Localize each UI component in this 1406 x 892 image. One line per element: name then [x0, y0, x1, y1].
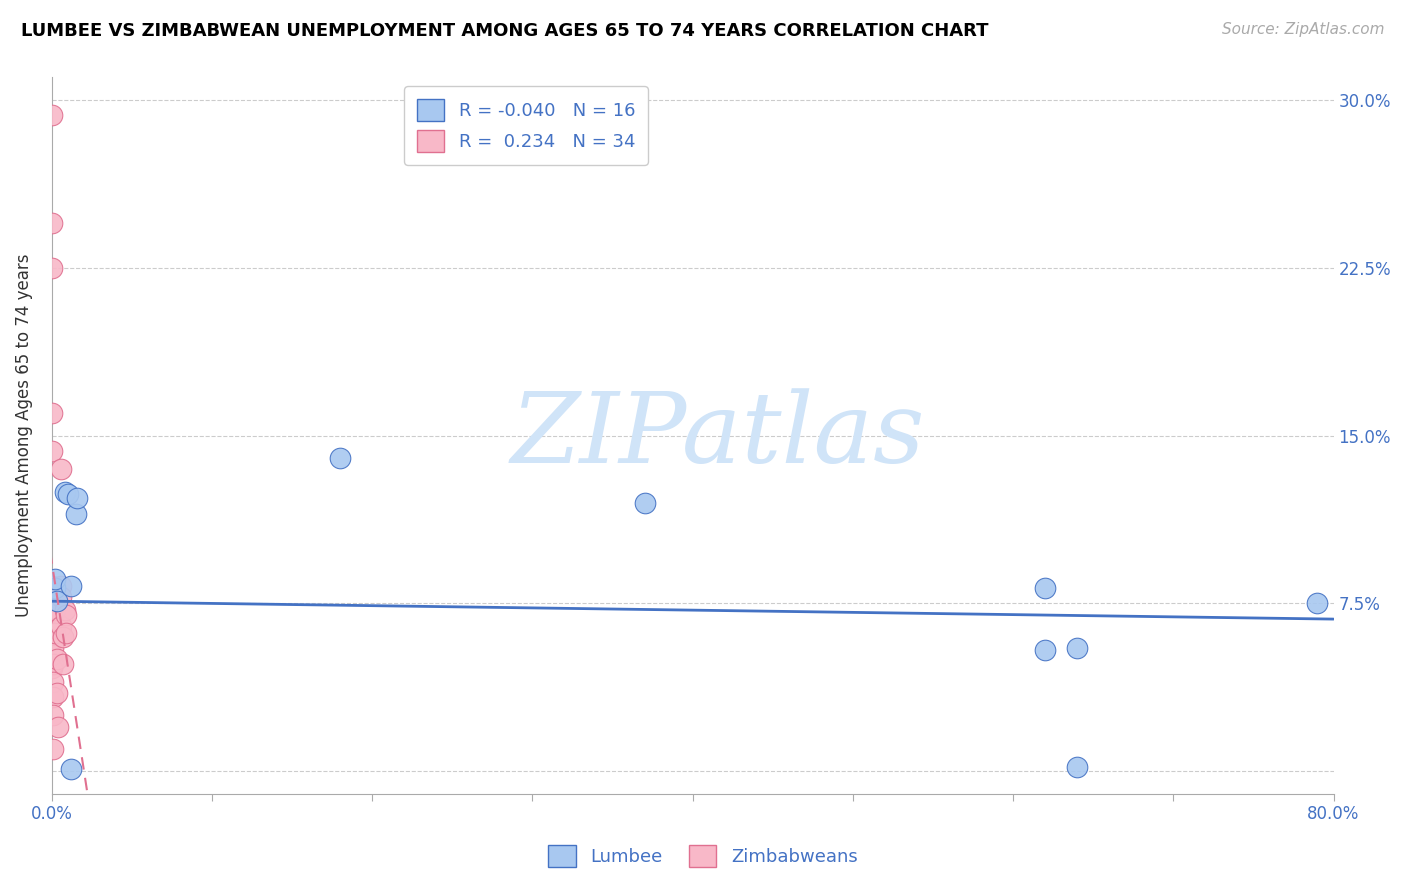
Point [41, 216, 63, 230]
Point [46, 719, 69, 733]
Point [41, 590, 63, 604]
Point [41, 619, 63, 633]
Point [66, 491, 89, 506]
Point [51, 462, 73, 476]
Point [51, 590, 73, 604]
Point [1033, 643, 1056, 657]
Point [42, 742, 65, 756]
Point [45, 652, 67, 666]
Point [41, 444, 63, 458]
Text: Source: ZipAtlas.com: Source: ZipAtlas.com [1222, 22, 1385, 37]
Point [59, 578, 82, 592]
Point [42, 674, 65, 689]
Text: LUMBEE VS ZIMBABWEAN UNEMPLOYMENT AMONG AGES 65 TO 74 YEARS CORRELATION CHART: LUMBEE VS ZIMBABWEAN UNEMPLOYMENT AMONG … [21, 22, 988, 40]
Point [41, 578, 63, 592]
Point [42, 601, 65, 615]
Point [42, 690, 65, 705]
Point [44, 581, 66, 595]
Point [55, 625, 77, 640]
Point [44, 625, 66, 640]
Point [41, 108, 63, 122]
Point [1066, 760, 1088, 774]
Point [1306, 596, 1329, 610]
Point [1066, 641, 1088, 656]
Point [59, 762, 82, 776]
Point [55, 607, 77, 622]
Point [41, 260, 63, 275]
Point [53, 603, 76, 617]
Text: ZIPatlas: ZIPatlas [510, 388, 925, 483]
Point [633, 496, 655, 510]
Point [56, 487, 79, 501]
Legend: R = -0.040   N = 16, R =  0.234   N = 34: R = -0.040 N = 16, R = 0.234 N = 34 [405, 87, 648, 165]
Point [41, 661, 63, 675]
Point [41, 648, 63, 662]
Point [51, 619, 73, 633]
Point [51, 578, 73, 592]
Point [42, 625, 65, 640]
Point [44, 572, 66, 586]
Point [65, 507, 87, 521]
Point [45, 594, 67, 608]
Point [44, 603, 66, 617]
Point [42, 708, 65, 723]
Point [53, 484, 76, 499]
Point [52, 657, 75, 671]
Y-axis label: Unemployment Among Ages 65 to 74 years: Unemployment Among Ages 65 to 74 years [15, 254, 32, 617]
Point [42, 657, 65, 671]
Point [1033, 581, 1056, 595]
Point [52, 630, 75, 644]
Point [45, 686, 67, 700]
Point [41, 634, 63, 648]
Point [42, 641, 65, 656]
Legend: Lumbee, Zimbabweans: Lumbee, Zimbabweans [541, 838, 865, 874]
Point [41, 601, 63, 615]
Point [41, 406, 63, 420]
Point [329, 450, 352, 465]
